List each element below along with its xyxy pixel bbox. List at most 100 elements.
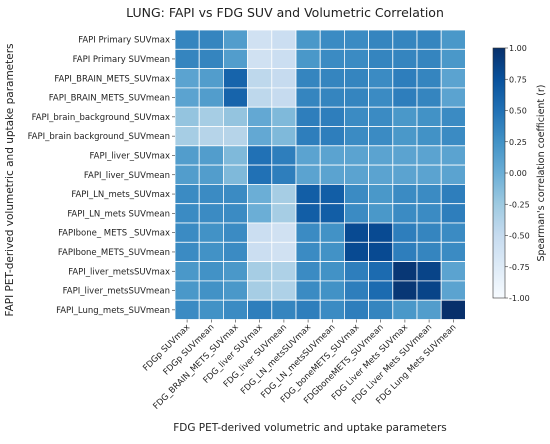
heatmap-cell: [271, 203, 297, 224]
heatmap-cell: [343, 87, 369, 108]
heatmap-cell: [271, 126, 297, 147]
colorbar-tick-label: -1.00: [509, 294, 530, 303]
heatmap-cell: [295, 164, 321, 185]
heatmap-cell: [174, 261, 200, 282]
colorbar-label: Spearman's correlation coefficient (r): [536, 85, 547, 262]
heatmap-cell: [295, 126, 321, 147]
heatmap-cell: [271, 87, 297, 108]
heatmap-cell: [198, 241, 224, 263]
heatmap-cell: [198, 126, 224, 147]
heatmap-cell: [343, 261, 369, 282]
heatmap-cell: [271, 261, 297, 282]
heatmap-cell: [343, 68, 369, 89]
heatmap-cell: [368, 164, 394, 185]
heatmap-cell: [368, 126, 394, 147]
heatmap-cell: [222, 68, 248, 89]
heatmap-cell: [392, 126, 418, 147]
heatmap-cell: [198, 106, 224, 127]
heatmap-cell: [295, 29, 321, 50]
heatmap-cell: [319, 222, 345, 243]
heatmap-cell: [440, 68, 466, 89]
heatmap-cell: [392, 29, 418, 50]
heatmap-cell: [247, 203, 273, 224]
heatmap-cell: [198, 280, 224, 301]
heatmap-cell: [416, 145, 442, 166]
heatmap-cell: [392, 48, 418, 69]
heatmap-cell: [174, 145, 200, 166]
heatmap-cell: [343, 183, 369, 205]
heatmap-cell: [271, 183, 297, 205]
heatmap-cell: [416, 241, 442, 263]
heatmap-cell: [319, 68, 345, 89]
heatmap-cell: [440, 183, 466, 205]
heatmap-cell: [440, 241, 466, 263]
y-tick-label: FAPI Primary SUVmean: [73, 55, 170, 65]
heatmap-cell: [343, 145, 369, 166]
heatmap-cell: [247, 29, 273, 50]
heatmap-cell: [295, 48, 321, 69]
heatmap-cell: [222, 87, 248, 108]
heatmap-cell: [416, 87, 442, 108]
heatmap-cell: [368, 87, 394, 108]
heatmap-cell: [295, 261, 321, 282]
heatmap-cell: [174, 164, 200, 185]
heatmap-cell: [440, 222, 466, 243]
heatmap-cell: [295, 280, 321, 301]
heatmap-cell: [368, 29, 394, 50]
heatmap-cell: [319, 261, 345, 282]
heatmap-cell: [222, 29, 248, 50]
heatmap-cell: [343, 126, 369, 147]
heatmap-cell: [319, 299, 345, 320]
heatmap-cell: [392, 164, 418, 185]
heatmap-cell: [343, 299, 369, 320]
heatmap-cell: [222, 203, 248, 224]
heatmap-cell: [416, 68, 442, 89]
heatmap-cell: [416, 261, 442, 282]
heatmap-cell: [368, 299, 394, 320]
heatmap-cell: [368, 48, 394, 69]
heatmap-cell: [174, 241, 200, 263]
heatmap-cells: [174, 29, 466, 320]
heatmap-cell: [222, 183, 248, 205]
y-tick-label: FAPI_brain_background_SUVmax: [32, 113, 170, 123]
heatmap-cell: [222, 164, 248, 185]
heatmap-cell: [174, 106, 200, 127]
colorbar-tick-label: 0.00: [509, 169, 527, 178]
heatmap-cell: [319, 126, 345, 147]
heatmap-cell: [174, 280, 200, 301]
y-tick-labels: FAPI Primary SUVmax FAPI Primary SUVmean F…: [28, 36, 175, 316]
y-tick-label: FAPI_brain background_SUVmean: [28, 132, 170, 142]
heatmap-cell: [343, 48, 369, 69]
y-tick-label: FAPI_LN_mets SUVmean: [67, 209, 170, 219]
y-tick-label: FAPI_liver_SUVmean: [84, 171, 170, 181]
heatmap-cell: [247, 48, 273, 69]
heatmap-cell: [174, 68, 200, 89]
heatmap-cell: [416, 164, 442, 185]
heatmap-cell: [271, 222, 297, 243]
heatmap-cell: [247, 106, 273, 127]
heatmap-cell: [343, 29, 369, 50]
heatmap-cell: [271, 299, 297, 320]
heatmap-cell: [440, 145, 466, 166]
heatmap-cell: [319, 145, 345, 166]
heatmap-cell: [295, 145, 321, 166]
heatmap-cell: [222, 48, 248, 69]
heatmap-cell: [368, 145, 394, 166]
heatmap-cell: [295, 241, 321, 263]
heatmap-cell: [416, 106, 442, 127]
y-tick-label: FAPI_liver_metsSUVmean: [63, 287, 170, 297]
heatmap-cell: [198, 299, 224, 320]
heatmap-cell: [198, 48, 224, 69]
heatmap-cell: [198, 145, 224, 166]
y-tick-label: FAPI Primary SUVmax: [78, 36, 170, 46]
colorbar-tick-label: -0.75: [509, 263, 530, 272]
heatmap-cell: [198, 183, 224, 205]
heatmap-cell: [247, 68, 273, 89]
heatmap-cell: [271, 29, 297, 50]
heatmap-cell: [174, 87, 200, 108]
x-axis-label: FDG PET-derived volumetric and uptake pa…: [173, 422, 447, 434]
heatmap-cell: [440, 164, 466, 185]
heatmap-cell: [174, 299, 200, 320]
heatmap-cell: [343, 241, 369, 263]
